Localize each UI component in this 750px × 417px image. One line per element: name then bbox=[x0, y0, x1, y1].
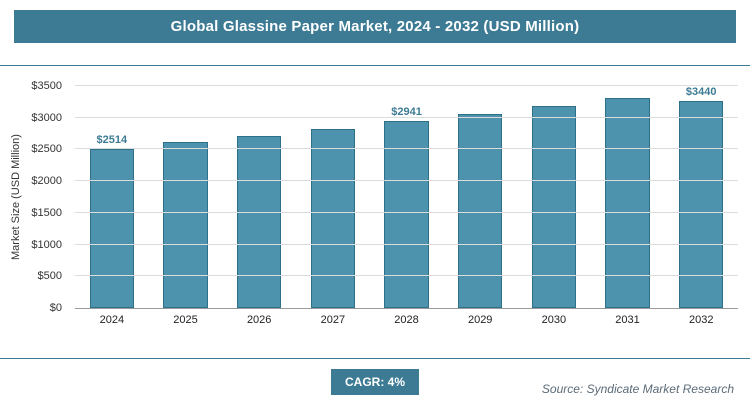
y-tick-label: $2000 bbox=[31, 175, 62, 188]
plot-area: $2514 $2941 $3440 bbox=[75, 85, 738, 309]
bar-value-label: $3440 bbox=[685, 86, 717, 98]
x-tick-label: 2031 bbox=[615, 314, 640, 326]
bar-column bbox=[517, 86, 591, 308]
gridline bbox=[75, 211, 738, 213]
bar-column bbox=[222, 86, 296, 308]
y-tick-label: $2500 bbox=[31, 143, 62, 156]
gridline bbox=[75, 180, 738, 182]
x-axis-labels: 2024 2025 2026 2027 2028 2029 2030 2031 2032 bbox=[75, 314, 738, 326]
y-tick-label: $3500 bbox=[31, 80, 62, 92]
bar-2024 bbox=[89, 148, 134, 308]
header-divider bbox=[0, 65, 750, 66]
bar-column: $2941 bbox=[370, 86, 444, 308]
bar-column bbox=[149, 86, 223, 308]
gridline bbox=[75, 85, 738, 86]
y-tick-label: $500 bbox=[37, 270, 62, 283]
page-title: Global Glassine Paper Market, 2024 - 203… bbox=[14, 10, 736, 43]
gridline bbox=[75, 116, 738, 118]
x-tick-label: 2027 bbox=[320, 314, 346, 326]
x-tick-label: 2024 bbox=[99, 314, 125, 326]
bar-value-label: $2514 bbox=[96, 133, 128, 146]
x-tick-label: 2032 bbox=[688, 314, 714, 326]
x-tick-label: 2030 bbox=[541, 314, 567, 326]
y-axis-ticks: $0 $500 $1000 $1500 $2000 $2500 $3000 $3500 bbox=[0, 80, 62, 314]
gridline bbox=[75, 243, 738, 245]
bar-column bbox=[296, 86, 370, 308]
gridline bbox=[75, 148, 738, 150]
x-tick-label: 2025 bbox=[173, 314, 198, 326]
bar-value-label: $2941 bbox=[391, 106, 422, 119]
bar-2032 bbox=[679, 101, 724, 308]
gridline bbox=[75, 275, 738, 277]
bar-2026 bbox=[237, 135, 282, 308]
x-tick-label: 2029 bbox=[467, 314, 493, 326]
bar-2031 bbox=[605, 98, 650, 308]
bar-2025 bbox=[163, 142, 208, 308]
source-text: Source: Syndicate Market Research bbox=[541, 382, 734, 396]
bar-2028 bbox=[384, 121, 429, 308]
bar-2030 bbox=[531, 106, 576, 308]
y-tick-label: $3000 bbox=[31, 111, 62, 124]
bar-column: $3440 bbox=[664, 86, 738, 308]
y-tick-label: $1000 bbox=[31, 238, 62, 251]
y-tick-label: $0 bbox=[49, 302, 62, 314]
bar-2027 bbox=[310, 128, 355, 308]
footer-divider bbox=[0, 358, 750, 359]
bar-column: $2514 bbox=[75, 86, 149, 308]
bar-series: $2514 $2941 $3440 bbox=[75, 86, 738, 308]
y-tick-label: $1500 bbox=[31, 206, 62, 219]
x-tick-label: 2026 bbox=[246, 314, 272, 326]
cagr-badge: CAGR: 4% bbox=[330, 369, 420, 395]
x-tick-label: 2028 bbox=[394, 314, 419, 326]
bar-column bbox=[591, 86, 665, 308]
